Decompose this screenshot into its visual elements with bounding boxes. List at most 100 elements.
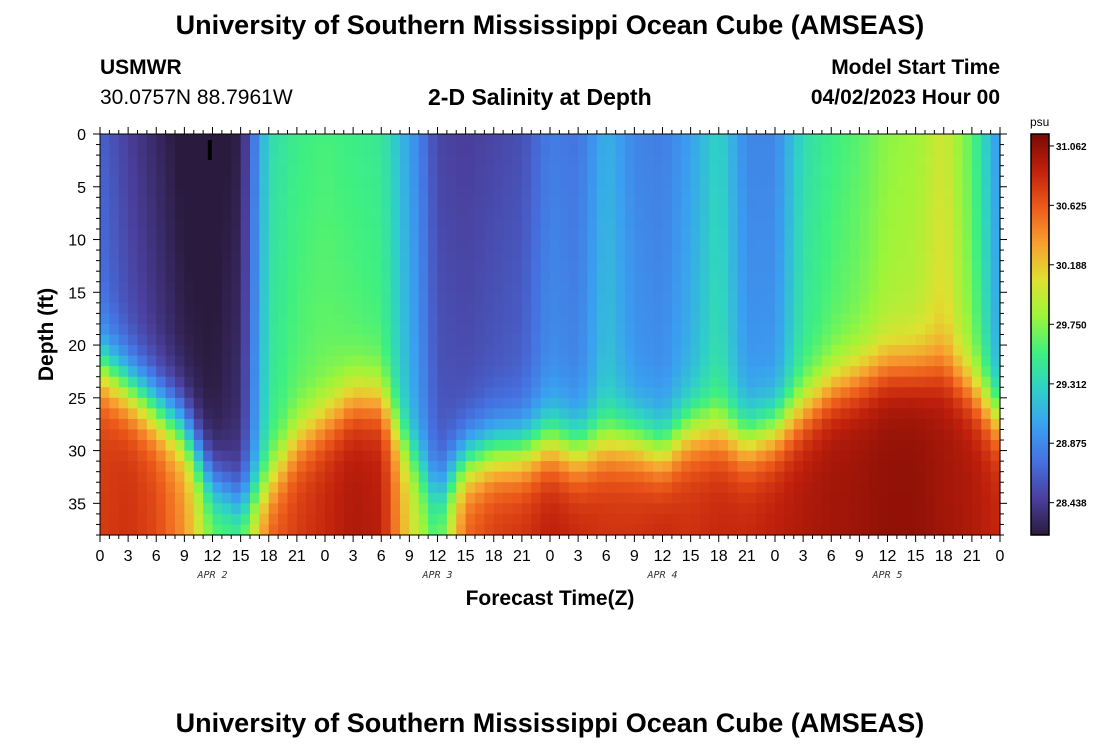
heatmap-cell <box>934 292 945 304</box>
heatmap-cell <box>409 461 420 473</box>
heatmap-cell <box>784 281 795 293</box>
heatmap-cell <box>428 207 439 220</box>
heatmap-cell <box>418 176 429 188</box>
heatmap-cell <box>390 355 401 367</box>
heatmap-cell <box>137 429 148 441</box>
heatmap-cell <box>165 408 176 420</box>
heatmap-cell <box>775 271 785 283</box>
heatmap-cell <box>971 165 982 177</box>
heatmap-cell <box>156 207 167 220</box>
heatmap-cell <box>587 440 598 452</box>
heatmap-cell <box>240 387 251 399</box>
heatmap-cell <box>362 218 373 230</box>
heatmap-cell <box>868 482 879 494</box>
heatmap-cell <box>728 271 739 283</box>
heatmap-cell <box>306 144 317 156</box>
heatmap-cell <box>109 440 120 452</box>
heatmap-cell <box>971 260 982 272</box>
heatmap-cell <box>662 281 673 293</box>
heatmap-cell <box>915 281 926 293</box>
heatmap-cell <box>306 197 317 209</box>
heatmap-cell <box>587 197 598 209</box>
heatmap-cell <box>915 144 926 156</box>
heatmap-cell <box>568 440 579 452</box>
heatmap-cell <box>559 250 570 262</box>
heatmap-cell <box>896 186 907 198</box>
heatmap-cell <box>165 176 176 188</box>
heatmap-cell <box>990 228 1001 241</box>
heatmap-cell <box>821 334 832 346</box>
heatmap-cell <box>550 207 560 220</box>
heatmap-cell <box>512 513 523 526</box>
heatmap-cell <box>221 218 232 230</box>
heatmap-cell <box>878 165 889 177</box>
heatmap-cell <box>278 155 289 167</box>
heatmap-cell <box>568 228 579 241</box>
heatmap-cell <box>803 228 814 241</box>
heatmap-cell <box>746 281 757 293</box>
heatmap-cell <box>400 292 410 304</box>
heatmap-cell <box>625 461 635 473</box>
heatmap-cell <box>512 440 523 452</box>
heatmap-cell <box>625 513 635 526</box>
heatmap-cell <box>287 186 298 198</box>
heatmap-cell <box>259 492 270 504</box>
heatmap-cell <box>287 461 298 473</box>
heatmap-cell <box>737 387 748 399</box>
heatmap-cell <box>812 313 823 325</box>
heatmap-cell <box>625 440 635 452</box>
heatmap-cell <box>250 218 260 230</box>
heatmap-cell <box>296 397 307 409</box>
heatmap-cell <box>446 186 457 198</box>
heatmap-cell <box>943 408 954 420</box>
heatmap-cell <box>887 408 898 420</box>
heatmap-cell <box>915 292 926 304</box>
heatmap-cell <box>709 471 720 483</box>
heatmap-cell <box>175 134 185 146</box>
heatmap-cell <box>568 408 579 420</box>
heatmap-cell <box>400 503 410 515</box>
heatmap-cell <box>400 155 410 167</box>
heatmap-cell <box>606 281 617 293</box>
heatmap-cell <box>812 387 823 399</box>
heatmap-cell <box>906 355 917 367</box>
heatmap-cell <box>465 366 476 378</box>
heatmap-cell <box>934 366 945 378</box>
heatmap-cell <box>343 313 354 325</box>
heatmap-cell <box>746 482 757 494</box>
heatmap-cell <box>493 165 504 177</box>
heatmap-cell <box>765 418 776 431</box>
heatmap-cell <box>146 440 157 452</box>
x-tick-label: 3 <box>574 548 583 565</box>
heatmap-cell <box>418 323 429 336</box>
heatmap-cell <box>878 366 889 378</box>
heatmap-cell <box>353 228 364 241</box>
heatmap-cell <box>512 260 523 272</box>
heatmap-cell <box>325 313 335 325</box>
heatmap-cell <box>868 207 879 220</box>
heatmap-cell <box>943 165 954 177</box>
salinity-chart: 0 3 6 9 12 15 18 21 0 3 6 9 12 15 18 21 0 3 6 9 12 15 18 21 0 3 6 9… <box>35 115 1087 610</box>
heatmap-cell <box>868 450 879 462</box>
heatmap-cell <box>503 281 514 293</box>
heatmap-cell <box>100 513 110 526</box>
heatmap-cell <box>512 197 523 209</box>
heatmap-cell <box>512 376 523 388</box>
heatmap-cell <box>718 176 729 188</box>
heatmap-cell <box>587 218 598 230</box>
heatmap-cell <box>596 197 607 209</box>
heatmap-cell <box>915 207 926 220</box>
heatmap-cell <box>643 281 654 293</box>
heatmap-cell <box>475 165 485 177</box>
heatmap-cell <box>250 197 260 209</box>
heatmap-cell <box>343 134 354 146</box>
heatmap-cell <box>765 461 776 473</box>
heatmap-cell <box>221 134 232 146</box>
heatmap-cell <box>775 482 785 494</box>
heatmap-cell <box>606 250 617 262</box>
heatmap-cell <box>906 503 917 515</box>
heatmap-cell <box>240 408 251 420</box>
heatmap-cell <box>756 260 767 272</box>
heatmap-cell <box>793 260 804 272</box>
heatmap-cell <box>128 302 139 314</box>
